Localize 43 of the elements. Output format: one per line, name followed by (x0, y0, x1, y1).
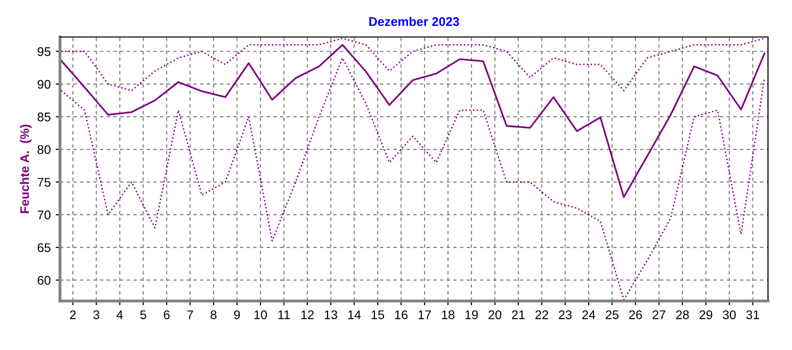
x-tick-label: 28 (676, 310, 689, 320)
x-tick-label: 20 (488, 310, 502, 320)
x-tick-label: 14 (348, 310, 361, 320)
x-tick-label: 30 (722, 310, 736, 320)
x-tick-label: 31 (746, 310, 760, 320)
y-tick-label: 95 (38, 47, 50, 56)
y-tick-label: 85 (38, 112, 50, 122)
x-tick-label: 22 (535, 310, 548, 320)
x-tick-label: 19 (465, 310, 478, 320)
x-tick-label: 16 (395, 310, 408, 320)
x-tick-label: 8 (210, 310, 216, 320)
x-tick-label: 26 (629, 310, 642, 320)
y-axis-title: Feuchte A. (%) (20, 124, 32, 214)
line-series (60, 57, 766, 300)
y-tick-label: 65 (38, 243, 50, 252)
x-tick-label: 17 (418, 310, 431, 320)
x-tick-label: 10 (254, 310, 267, 320)
x-tick-label: 5 (140, 310, 146, 320)
x-tick-label: 2 (70, 310, 76, 320)
x-tick-label: 13 (324, 310, 338, 320)
x-tick-label: 12 (301, 310, 314, 320)
line-series (60, 44, 766, 198)
x-tick-label: 11 (278, 310, 290, 320)
x-tick-label: 15 (372, 310, 384, 320)
x-tick-label: 25 (606, 310, 619, 320)
y-tick-label: 60 (38, 276, 50, 285)
chart-title: Dezember 2023 (369, 16, 460, 26)
y-tick-label: 75 (38, 178, 50, 187)
x-tick-label: 29 (700, 310, 712, 320)
x-tick-label: 7 (187, 310, 193, 320)
x-tick-label: 27 (652, 310, 666, 320)
y-tick-label: 70 (38, 210, 50, 220)
x-tick-label: 24 (582, 310, 596, 320)
x-tick-label: 3 (93, 310, 100, 320)
x-tick-label: 4 (116, 310, 123, 320)
x-tick-label: 21 (512, 310, 525, 320)
line-series (60, 38, 766, 92)
x-tick-label: 18 (442, 310, 454, 320)
y-tick-label: 90 (38, 80, 50, 89)
y-tick-label: 80 (38, 145, 50, 154)
x-tick-label: 6 (164, 310, 170, 320)
x-tick-label: 23 (558, 310, 572, 320)
x-tick-label: 9 (234, 310, 240, 320)
